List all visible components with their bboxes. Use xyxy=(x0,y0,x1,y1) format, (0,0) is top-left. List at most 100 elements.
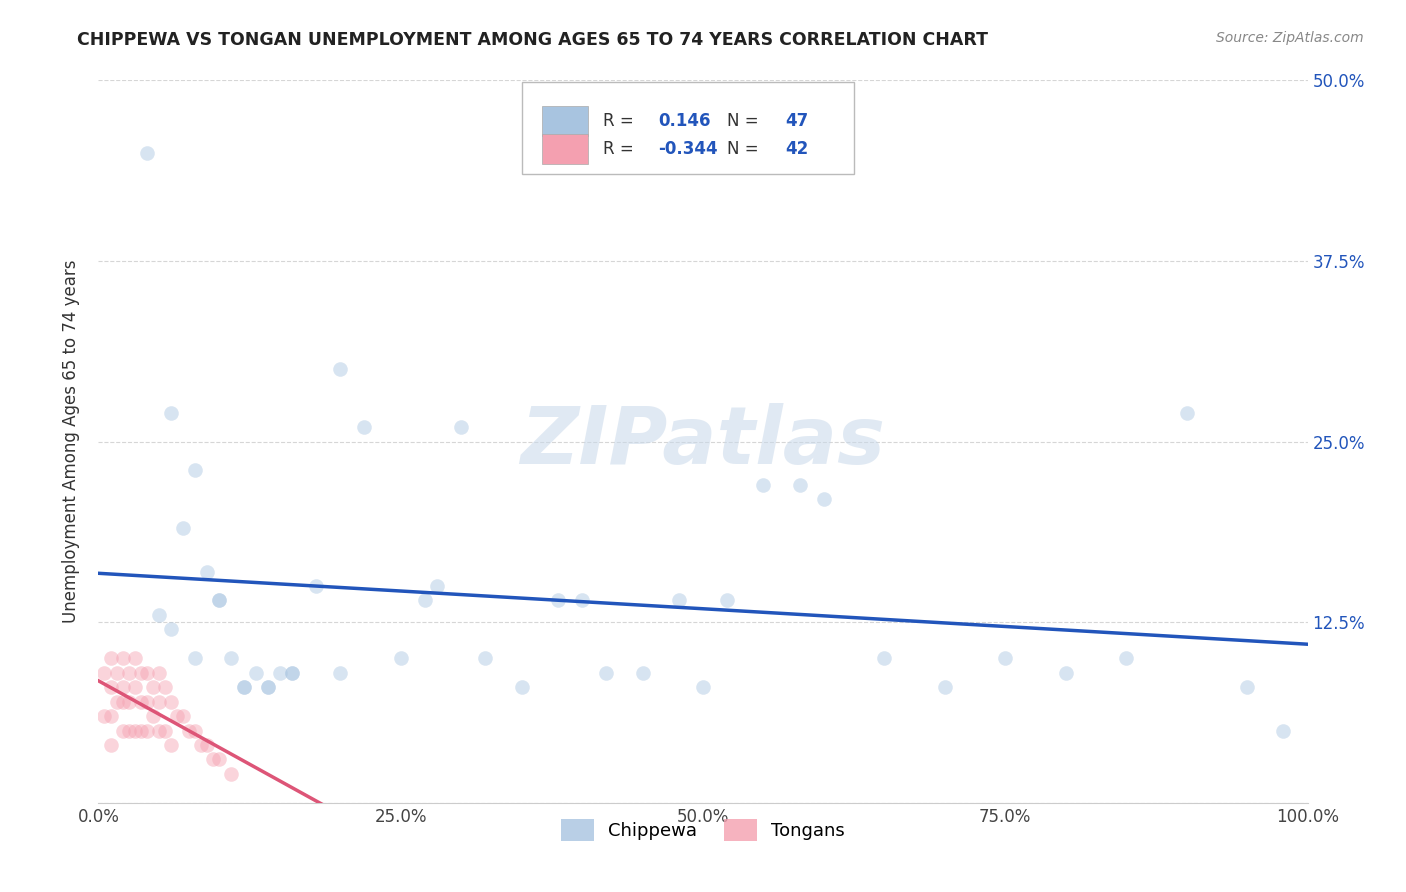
Point xyxy=(129,665,152,680)
Point xyxy=(450,420,472,434)
Point xyxy=(934,680,956,694)
Text: N =: N = xyxy=(727,112,763,130)
Point xyxy=(716,593,738,607)
Point xyxy=(789,478,811,492)
Point xyxy=(547,593,569,607)
Text: Source: ZipAtlas.com: Source: ZipAtlas.com xyxy=(1216,31,1364,45)
Point xyxy=(100,651,122,665)
Point xyxy=(202,752,225,766)
Point xyxy=(329,665,352,680)
Point xyxy=(1236,680,1258,694)
Point xyxy=(118,723,141,738)
Point xyxy=(135,665,157,680)
Point xyxy=(571,593,593,607)
Point xyxy=(129,723,152,738)
Point xyxy=(118,695,141,709)
Text: -0.344: -0.344 xyxy=(658,140,718,158)
Point xyxy=(474,651,496,665)
Point xyxy=(353,420,375,434)
Text: CHIPPEWA VS TONGAN UNEMPLOYMENT AMONG AGES 65 TO 74 YEARS CORRELATION CHART: CHIPPEWA VS TONGAN UNEMPLOYMENT AMONG AG… xyxy=(77,31,988,49)
Point xyxy=(184,651,207,665)
Point xyxy=(1054,665,1077,680)
Point xyxy=(111,680,134,694)
Y-axis label: Unemployment Among Ages 65 to 74 years: Unemployment Among Ages 65 to 74 years xyxy=(62,260,80,624)
Point xyxy=(148,695,170,709)
Point xyxy=(190,738,212,752)
Point xyxy=(93,709,115,723)
Point xyxy=(124,651,146,665)
Point xyxy=(124,680,146,694)
Point xyxy=(195,565,218,579)
Point xyxy=(129,695,152,709)
Point xyxy=(142,709,165,723)
Point xyxy=(208,752,231,766)
Text: 42: 42 xyxy=(785,140,808,158)
Point xyxy=(668,593,690,607)
Point xyxy=(105,665,128,680)
Point xyxy=(1175,406,1198,420)
Text: N =: N = xyxy=(727,140,763,158)
Point xyxy=(994,651,1017,665)
Point xyxy=(111,695,134,709)
Point xyxy=(124,723,146,738)
Point xyxy=(221,767,243,781)
Text: 0.146: 0.146 xyxy=(658,112,711,130)
Legend: Chippewa, Tongans: Chippewa, Tongans xyxy=(554,812,852,848)
Point xyxy=(172,521,194,535)
Point xyxy=(510,680,533,694)
Point xyxy=(208,593,231,607)
Point xyxy=(100,709,122,723)
Point xyxy=(281,665,304,680)
Point xyxy=(208,593,231,607)
Point xyxy=(195,738,218,752)
Text: ZIPatlas: ZIPatlas xyxy=(520,402,886,481)
Text: 47: 47 xyxy=(785,112,808,130)
Point xyxy=(1272,723,1295,738)
Point xyxy=(148,665,170,680)
Point xyxy=(752,478,775,492)
Point xyxy=(184,463,207,477)
Point xyxy=(413,593,436,607)
Point xyxy=(269,665,291,680)
Point xyxy=(153,680,176,694)
Text: R =: R = xyxy=(603,112,638,130)
Point xyxy=(232,680,254,694)
Point xyxy=(595,665,617,680)
Point xyxy=(105,695,128,709)
Point xyxy=(631,665,654,680)
Point xyxy=(426,579,449,593)
Point xyxy=(184,723,207,738)
Point xyxy=(232,680,254,694)
Text: R =: R = xyxy=(603,140,638,158)
Point xyxy=(329,362,352,376)
Point xyxy=(100,738,122,752)
Point xyxy=(153,723,176,738)
Point xyxy=(135,723,157,738)
Point xyxy=(245,665,267,680)
Point xyxy=(135,695,157,709)
Point xyxy=(93,665,115,680)
Point xyxy=(813,492,835,507)
Point xyxy=(256,680,278,694)
Point xyxy=(111,723,134,738)
Point xyxy=(1115,651,1137,665)
Point xyxy=(160,406,183,420)
Point xyxy=(172,709,194,723)
Point xyxy=(111,651,134,665)
FancyBboxPatch shape xyxy=(522,82,855,174)
Point xyxy=(256,680,278,694)
Point xyxy=(873,651,896,665)
Point xyxy=(281,665,304,680)
Point xyxy=(148,607,170,622)
FancyBboxPatch shape xyxy=(543,106,588,136)
Point xyxy=(118,665,141,680)
Point xyxy=(135,145,157,160)
Point xyxy=(389,651,412,665)
Point xyxy=(160,738,183,752)
Point xyxy=(179,723,201,738)
Point xyxy=(100,680,122,694)
Point xyxy=(148,723,170,738)
Point xyxy=(142,680,165,694)
Point xyxy=(692,680,714,694)
Point xyxy=(160,623,183,637)
